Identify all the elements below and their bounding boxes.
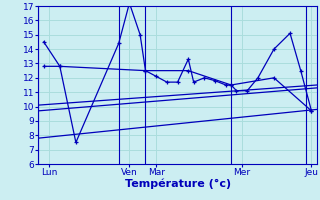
X-axis label: Température (°c): Température (°c) — [124, 179, 231, 189]
